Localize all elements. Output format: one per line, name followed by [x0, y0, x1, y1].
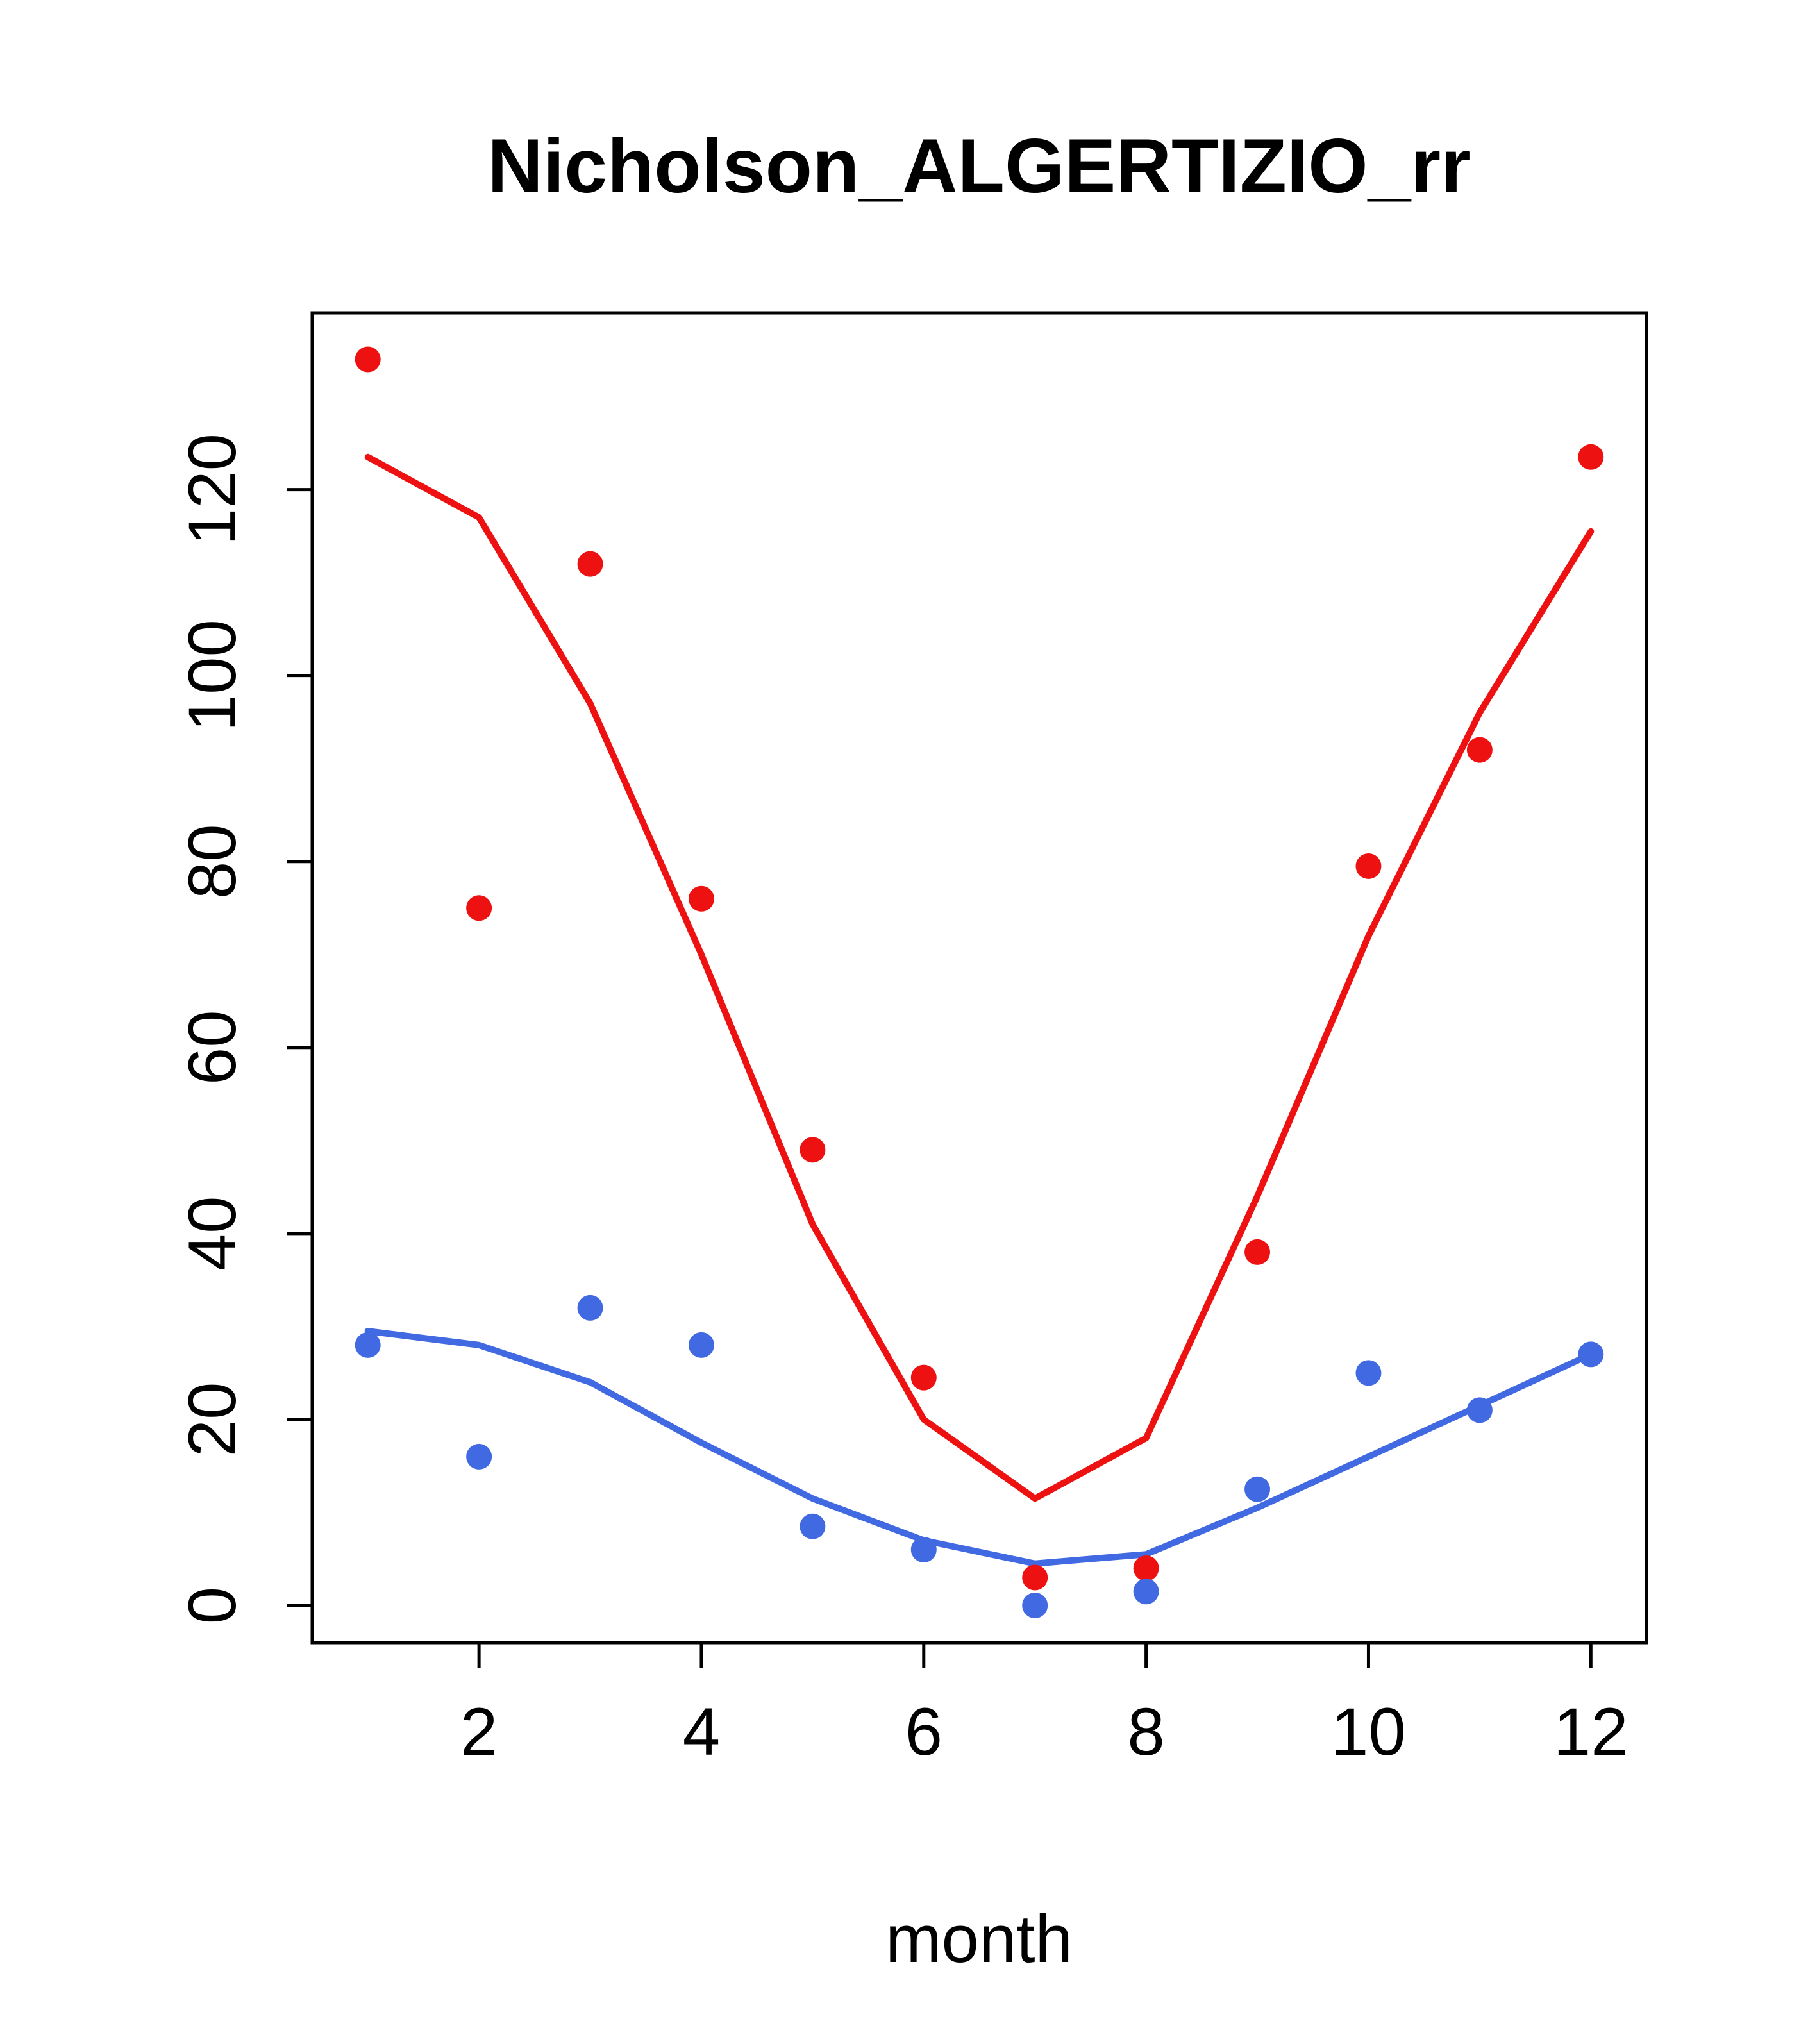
x-tick-label: 12	[1553, 1695, 1629, 1770]
blue-points-dot	[1355, 1360, 1382, 1386]
red-points-dot	[1022, 1564, 1048, 1591]
x-tick-label: 8	[1127, 1695, 1164, 1770]
blue-points-dot	[577, 1294, 603, 1321]
blue-points-dot	[800, 1513, 826, 1539]
blue-points-dot	[910, 1536, 937, 1562]
y-tick-label: 120	[175, 433, 250, 546]
blue-points-dot	[1022, 1592, 1048, 1618]
x-tick-label: 6	[905, 1695, 942, 1770]
x-axis-label: month	[885, 1902, 1073, 1977]
red-smooth-line	[364, 453, 1595, 1502]
red-points-dot	[910, 1364, 937, 1391]
blue-points-dot	[1578, 1341, 1604, 1368]
blue-points-dot	[466, 1443, 492, 1470]
x-tick-label: 2	[460, 1695, 498, 1770]
x-tick-label: 10	[1331, 1695, 1406, 1770]
blue-points-dot	[1466, 1397, 1493, 1423]
y-tick-label: 60	[175, 1010, 250, 1085]
x-tick-label: 4	[683, 1695, 720, 1770]
blue-smooth-line	[364, 1328, 1595, 1567]
red-points-dot	[1466, 737, 1493, 763]
red-points-dot	[1578, 444, 1604, 470]
red-points-dot	[577, 551, 603, 577]
y-tick-label: 0	[175, 1587, 250, 1624]
y-tick-label: 100	[175, 619, 250, 732]
red-points-dot	[688, 885, 714, 912]
chart-title: Nicholson_ALGERTIZIO_rr	[487, 123, 1471, 209]
red-points-dot	[466, 895, 492, 921]
y-tick-label: 80	[175, 824, 250, 899]
y-tick-label: 20	[175, 1382, 250, 1457]
blue-points-dot	[355, 1332, 381, 1358]
blue-points-dot	[1133, 1579, 1159, 1605]
red-points-dot	[1133, 1555, 1159, 1581]
y-tick-label: 40	[175, 1196, 250, 1271]
red-points-dot	[1244, 1239, 1271, 1265]
red-points-dot	[1355, 853, 1382, 879]
blue-points-dot	[688, 1332, 714, 1358]
red-points-dot	[355, 346, 381, 373]
blue-points-dot	[1244, 1476, 1271, 1502]
red-points-dot	[800, 1137, 826, 1163]
plot-border	[310, 311, 1648, 1645]
